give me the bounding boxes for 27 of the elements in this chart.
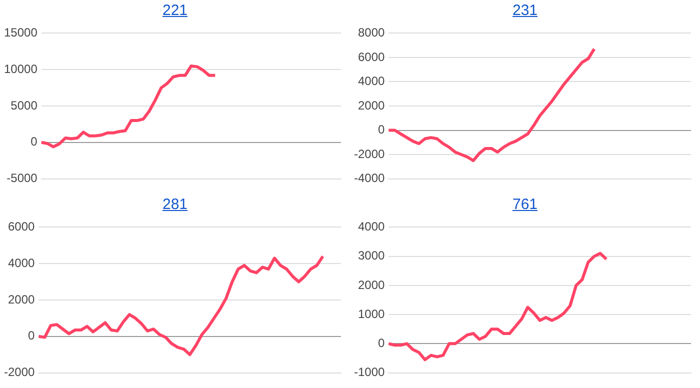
- y-tick-label: 2000: [358, 98, 386, 112]
- chart-title: 281: [161, 195, 189, 215]
- y-tick-label: 15000: [4, 26, 38, 40]
- y-tick-label: -4000: [354, 171, 386, 186]
- chart-title: 221: [161, 1, 189, 21]
- y-tick-label: 4000: [358, 220, 386, 234]
- y-tick-label: -5000: [6, 171, 38, 186]
- y-tick-label: 5000: [10, 98, 38, 112]
- chart-title: 231: [511, 1, 539, 21]
- y-tick-label: 0: [30, 134, 38, 149]
- y-tick-label: -2000: [354, 146, 386, 161]
- y-tick-label: 4000: [8, 256, 36, 270]
- y-tick-label: 3000: [358, 248, 386, 263]
- y-tick-label: -2000: [4, 365, 36, 380]
- y-tick-label: 6000: [358, 50, 386, 64]
- y-tick-label: 1000: [358, 306, 386, 321]
- y-tick-label: 10000: [4, 62, 38, 76]
- y-tick-label: 4000: [358, 74, 386, 88]
- y-tick-label: 2000: [8, 292, 36, 306]
- y-tick-label: 6000: [8, 220, 36, 234]
- y-tick-label: 0: [28, 328, 36, 343]
- chart-title: 761: [511, 195, 539, 215]
- y-tick-label: 2000: [358, 278, 386, 292]
- y-tick-label: 8000: [358, 26, 386, 40]
- y-tick-label: -1000: [354, 365, 386, 380]
- y-tick-label: 0: [378, 336, 386, 350]
- y-tick-label: 0: [378, 122, 386, 137]
